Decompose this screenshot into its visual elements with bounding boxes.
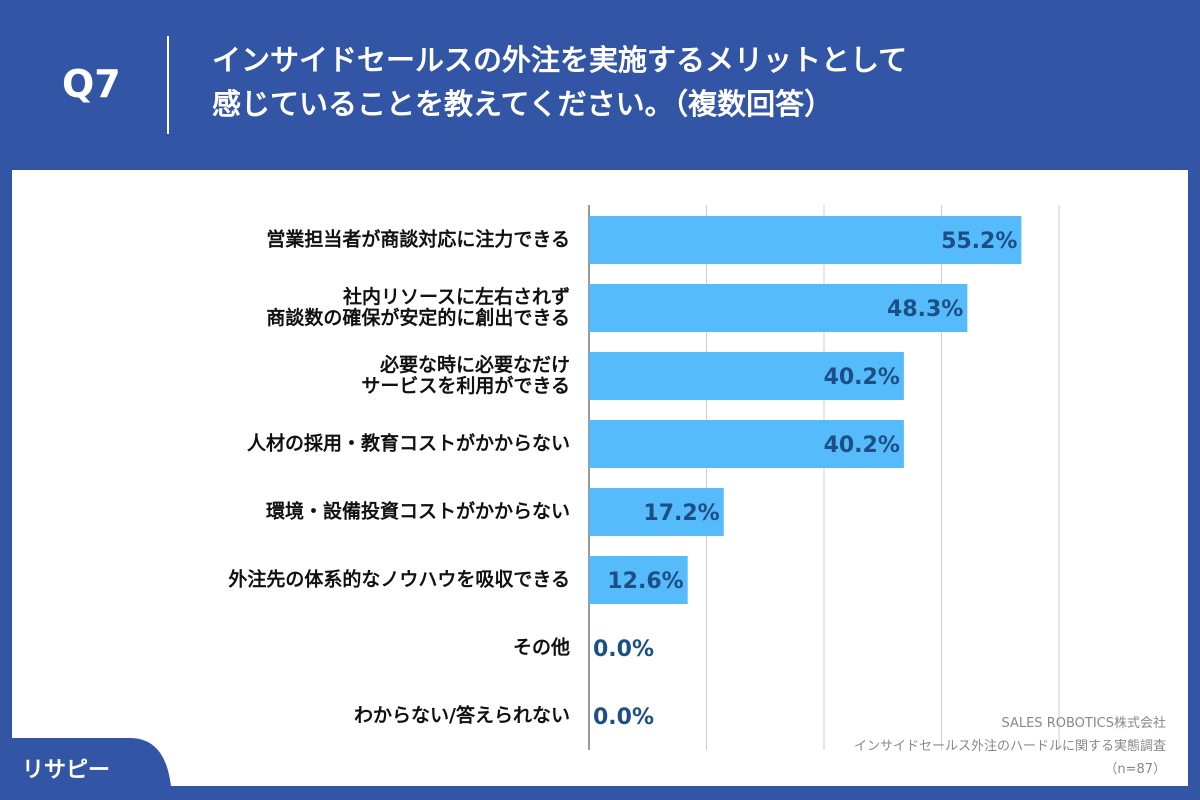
logo: リサピー xyxy=(22,758,111,783)
category-label: 環境・設備投資コストがかからない xyxy=(265,500,570,523)
value-label: 0.0% xyxy=(593,637,654,662)
value-label: 12.6% xyxy=(607,569,683,594)
question-number: Q7 xyxy=(62,62,121,106)
bar xyxy=(589,488,724,536)
value-label: 0.0% xyxy=(593,705,654,730)
value-label: 40.2% xyxy=(824,365,900,390)
chart-title: インサイドセールスの外注を実施するメリットとして 感じていることを教えてください… xyxy=(212,43,908,121)
value-label: 17.2% xyxy=(643,501,719,526)
category-label: 社内リソースに左右されず 商談数の確保が安定的に創出できる xyxy=(266,286,570,329)
source: （n=87） xyxy=(1104,762,1166,777)
source: SALES ROBOTICS株式会社 xyxy=(1001,716,1166,731)
value-label: 48.3% xyxy=(887,297,963,322)
bar xyxy=(589,352,904,400)
category-label: 必要な時に必要なだけ サービスを利用ができる xyxy=(361,354,570,397)
bar xyxy=(589,284,968,332)
category-label: 営業担当者が商談対応に注力できる xyxy=(266,228,570,251)
category-label: 外注先の体系的なノウハウを吸収できる xyxy=(228,568,570,591)
logo-tab xyxy=(0,738,172,800)
category-label: 人材の採用・教育コストがかからない xyxy=(246,432,570,455)
bar xyxy=(589,420,904,468)
bar xyxy=(589,556,688,604)
category-label: わからない/答えられない xyxy=(354,704,570,727)
bar xyxy=(589,216,1022,264)
value-label: 40.2% xyxy=(824,433,900,458)
value-label: 55.2% xyxy=(941,229,1017,254)
category-label: その他 xyxy=(512,636,570,659)
source: インサイドセールス外注のハードルに関する実態調査 xyxy=(853,739,1166,754)
panel xyxy=(12,170,1188,786)
